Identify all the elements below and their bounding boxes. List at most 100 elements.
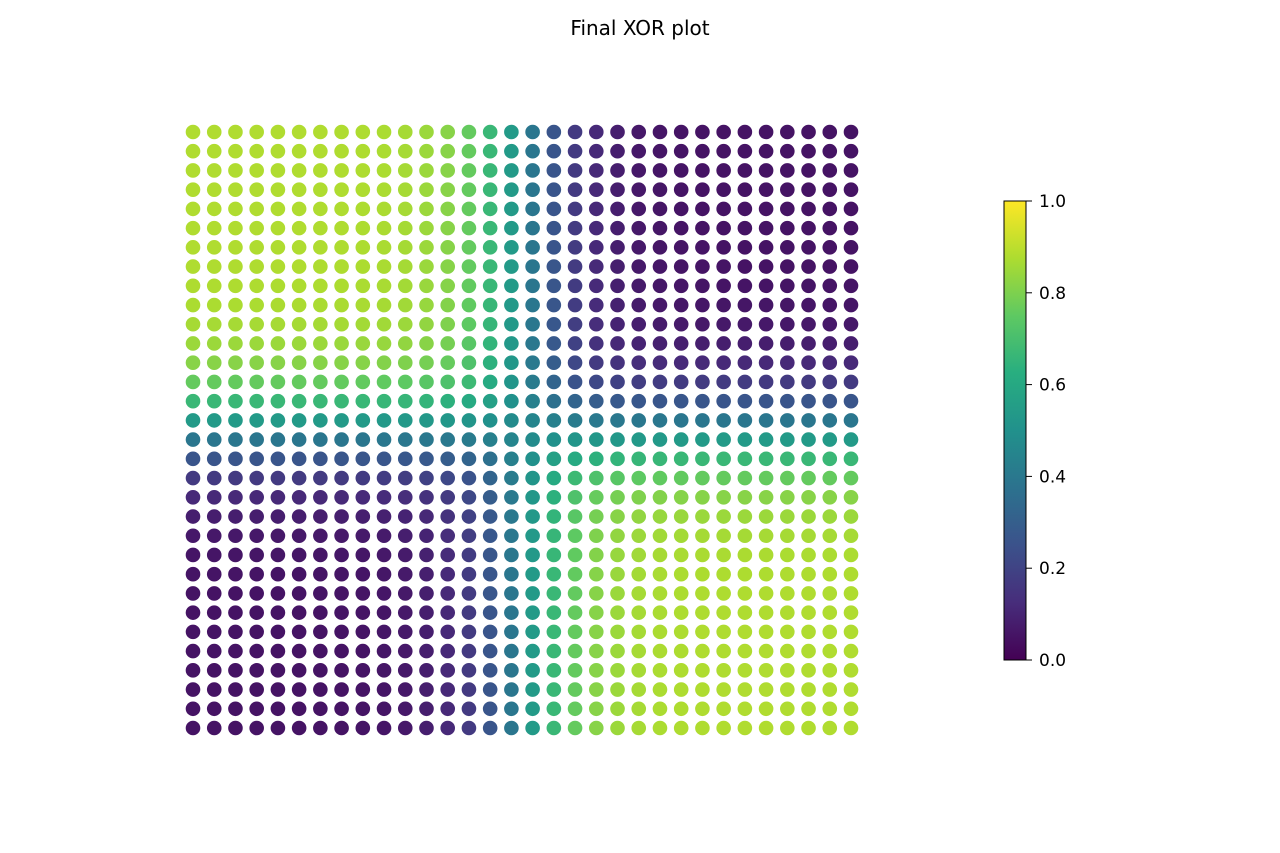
- data-point: [207, 240, 222, 255]
- data-point: [653, 721, 668, 736]
- data-point: [292, 259, 307, 274]
- data-point: [844, 317, 859, 332]
- data-point: [589, 432, 604, 447]
- data-point: [249, 298, 264, 313]
- data-point: [377, 182, 392, 197]
- data-point: [419, 413, 434, 428]
- data-point: [844, 432, 859, 447]
- data-point: [759, 240, 774, 255]
- data-point: [440, 182, 455, 197]
- data-point: [207, 298, 222, 313]
- data-point: [844, 144, 859, 159]
- data-point: [419, 221, 434, 236]
- data-point: [313, 259, 328, 274]
- data-point: [547, 528, 562, 543]
- data-point: [525, 375, 540, 390]
- data-point: [631, 432, 646, 447]
- data-point: [547, 490, 562, 505]
- data-point: [398, 375, 413, 390]
- data-point: [631, 625, 646, 640]
- data-point: [653, 490, 668, 505]
- data-point: [334, 336, 349, 351]
- data-point: [674, 259, 689, 274]
- data-point: [334, 586, 349, 601]
- data-point: [462, 317, 477, 332]
- data-point: [738, 528, 753, 543]
- data-point: [292, 394, 307, 409]
- data-point: [822, 701, 837, 716]
- data-point: [186, 663, 201, 678]
- data-point: [249, 663, 264, 678]
- data-point: [738, 394, 753, 409]
- data-point: [610, 625, 625, 640]
- data-point: [674, 471, 689, 486]
- data-point: [462, 663, 477, 678]
- data-point: [419, 317, 434, 332]
- data-point: [716, 317, 731, 332]
- data-point: [440, 336, 455, 351]
- data-point: [631, 221, 646, 236]
- data-point: [653, 125, 668, 140]
- data-point: [419, 663, 434, 678]
- data-point: [674, 182, 689, 197]
- data-point: [653, 182, 668, 197]
- data-point: [356, 240, 371, 255]
- data-point: [207, 625, 222, 640]
- data-point: [716, 490, 731, 505]
- data-point: [653, 471, 668, 486]
- data-point: [653, 605, 668, 620]
- data-point: [822, 432, 837, 447]
- data-point: [334, 375, 349, 390]
- data-point: [759, 528, 774, 543]
- data-point: [483, 548, 498, 563]
- data-point: [547, 240, 562, 255]
- data-point: [674, 548, 689, 563]
- data-point: [228, 625, 243, 640]
- data-point: [759, 567, 774, 582]
- data-point: [462, 452, 477, 467]
- data-point: [610, 182, 625, 197]
- data-point: [738, 375, 753, 390]
- data-point: [419, 471, 434, 486]
- data-point: [822, 221, 837, 236]
- data-point: [377, 336, 392, 351]
- data-point: [716, 548, 731, 563]
- data-point: [547, 586, 562, 601]
- data-point: [440, 663, 455, 678]
- data-point: [377, 144, 392, 159]
- data-point: [398, 471, 413, 486]
- data-point: [525, 605, 540, 620]
- colorbar-gradient: [1004, 201, 1026, 660]
- data-point: [228, 144, 243, 159]
- data-point: [207, 644, 222, 659]
- data-point: [738, 548, 753, 563]
- data-point: [568, 144, 583, 159]
- data-point: [547, 432, 562, 447]
- data-point: [568, 221, 583, 236]
- data-point: [610, 528, 625, 543]
- data-point: [631, 336, 646, 351]
- data-point: [547, 509, 562, 524]
- data-point: [695, 355, 710, 370]
- data-point: [377, 548, 392, 563]
- data-point: [483, 490, 498, 505]
- data-point: [271, 567, 286, 582]
- data-point: [398, 452, 413, 467]
- data-point: [398, 586, 413, 601]
- data-point: [440, 202, 455, 217]
- data-point: [207, 163, 222, 178]
- data-point: [207, 701, 222, 716]
- data-point: [525, 240, 540, 255]
- data-point: [356, 663, 371, 678]
- data-point: [334, 509, 349, 524]
- data-point: [228, 259, 243, 274]
- data-point: [186, 202, 201, 217]
- data-point: [249, 163, 264, 178]
- data-point: [334, 625, 349, 640]
- data-point: [547, 144, 562, 159]
- colorbar-tick-label: 1.0: [1039, 192, 1066, 212]
- data-point: [759, 721, 774, 736]
- data-point: [398, 548, 413, 563]
- data-point: [334, 682, 349, 697]
- data-point: [738, 413, 753, 428]
